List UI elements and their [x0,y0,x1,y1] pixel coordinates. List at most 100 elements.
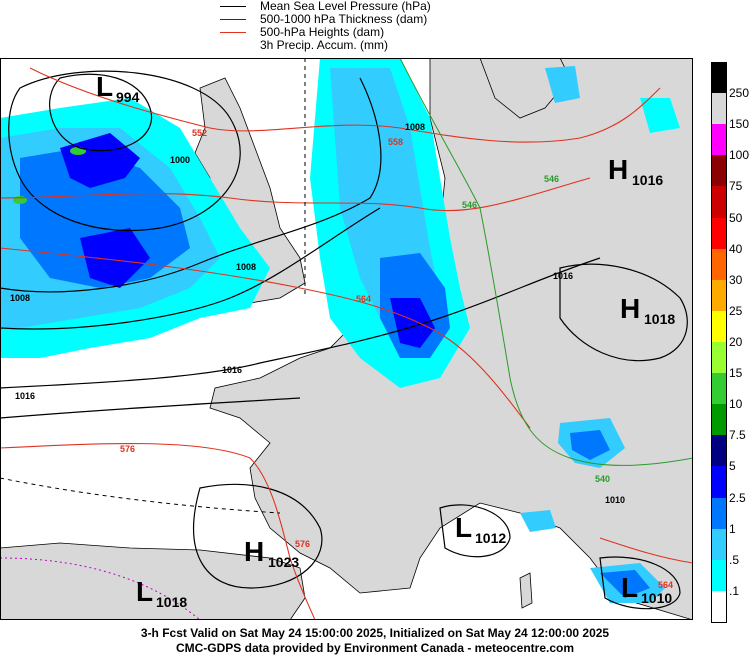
scale-cell [711,279,727,311]
scale-label: 25 [729,303,743,318]
land-corsica [519,572,533,609]
scale-label: .5 [729,552,740,567]
scale-label: 15 [729,366,743,381]
precip-alps-core [570,430,610,460]
thickness-label: 546 [544,174,559,184]
precip-atlantic-mid [20,148,190,288]
thickness-label: 546 [462,200,477,210]
height-label: 576 [120,444,135,454]
scale-cell [711,62,727,95]
scale-cell [711,310,727,342]
data-credit-line: CMC-GDPS data provided by Environment Ca… [175,641,575,655]
height-576 [0,442,316,620]
precip-green-1 [70,147,86,155]
scale-cell [711,528,727,560]
map-legend: Mean Sea Level Pressure (hPa) 500-1000 h… [210,0,530,58]
isobar-label: 1010 [605,495,625,505]
legend-line-heights [220,32,246,33]
scale-cell [711,559,727,591]
scale-label: 100 [729,148,750,163]
legend-label-precip: 3h Precip. Accum. (mm) [260,38,389,52]
height-label: 564 [356,294,371,304]
isobar-1008-b [0,207,381,330]
legend-item-heights: 500-hPa Heights (dam) [210,26,530,39]
scale-cell [711,186,727,218]
isobar-1008-a [0,77,382,293]
center-letter: H [244,536,264,567]
precip-color-scale: 250 150 100 75 50 40 30 25 20 15 10 7.5 5 2.5 1 .5 .1 [711,62,750,623]
grid-lines [0,58,306,514]
legend-label-heights: 500-hPa Heights (dam) [260,25,385,39]
scale-label: 5 [729,459,736,474]
height-564 [0,247,531,429]
isobar-labels: 1000 1008 1008 1008 1016 1016 1016 1010 [10,122,625,505]
center-letter: H [620,293,640,324]
scale-cell [711,217,727,249]
legend-label-thickness: 500-1000 hPa Thickness (dam) [260,12,428,26]
scale-cell [711,155,727,187]
center-value: 1023 [268,554,299,570]
legend-item-precip: 3h Precip. Accum. (mm) [210,39,530,52]
height-label: 552 [192,128,207,138]
center-value: 1016 [632,172,663,188]
land-iberia [0,542,306,620]
scale-cell [711,373,727,405]
height-label: 558 [388,137,403,147]
isobar-994 [49,73,153,152]
scale-cell [711,124,727,156]
scale-cell [711,93,727,125]
center-value: 1018 [644,311,675,327]
center-letter: H [608,154,628,185]
isobar-label: 1016 [553,271,573,281]
scale-cell [711,497,727,529]
forecast-valid-line: 3-h Fcst Valid on Sat May 24 15:00:00 20… [140,626,610,640]
precip-italy-south-core [600,570,650,598]
isobar-1000 [8,70,241,232]
isobar-l1012 [439,504,511,558]
isobar-h1018 [559,263,688,362]
height-558 [0,177,591,212]
scale-label: 250 [729,86,750,101]
precip-gulf-lion [520,510,556,532]
precip-atlantic-core [60,133,140,188]
scale-cell [711,248,727,280]
scale-label: 1 [729,521,736,536]
weather-map-canvas: L 994 H 1016 H 1018 H 1023 L 1012 L 1018… [0,58,693,620]
center-value: 1010 [641,590,672,606]
precip-cloud-ne [545,66,580,103]
isobar-label: 1008 [236,262,256,272]
scale-label: .1 [729,583,740,598]
legend-line-mslp [220,6,246,7]
isobar-label: 1016 [222,365,242,375]
isobar-label: 1000 [170,155,190,165]
scale-label: 30 [729,272,743,287]
isobar-label: 1008 [10,293,30,303]
scale-label: 2.5 [729,490,746,505]
thickness-label: 540 [595,474,610,484]
isobar-label: 1008 [405,122,425,132]
precip-shading [0,58,680,603]
isobar-label: 1016 [15,391,35,401]
precip-benelux-core [390,298,435,348]
thickness-546 [399,58,693,466]
legend-item-thickness: 500-1000 hPa Thickness (dam) [210,13,530,26]
map-frame [0,58,693,620]
height-552 [29,67,661,143]
scale-label: 150 [729,117,750,132]
scale-label: 40 [729,241,743,256]
center-letter: L [455,512,472,543]
isobar-l1010 [599,556,681,610]
scale-label: 10 [729,397,743,412]
center-value: 1018 [156,594,187,610]
pressure-centers: L 994 H 1016 H 1018 H 1023 L 1012 L 1018… [96,71,675,610]
height-contours [0,67,693,620]
height-label: 564 [658,580,673,590]
thickness-contours [399,58,693,466]
scale-label: 75 [729,179,743,194]
scale-cell [711,590,727,623]
center-letter: L [96,71,113,102]
height-564-east [599,537,693,564]
center-value: 1012 [475,530,506,546]
center-letter: L [136,576,153,607]
parallel-line [0,477,281,514]
